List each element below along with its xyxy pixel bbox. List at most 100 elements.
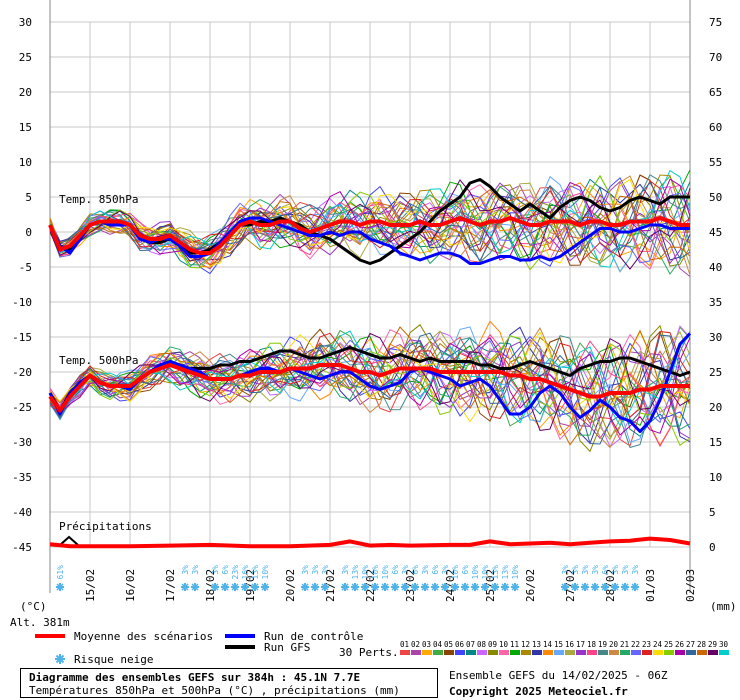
pert-legend-id: 16 — [565, 640, 575, 649]
pert-legend-swatch — [653, 650, 663, 655]
snow-risk-value: 10% — [511, 565, 520, 580]
pert-legend-id: 01 — [400, 640, 409, 649]
snow-risk-value: 3% — [211, 565, 220, 575]
left-tick-label: -5 — [19, 261, 32, 274]
pert-legend-id: 23 — [642, 640, 651, 649]
pert-legend-id: 10 — [499, 640, 509, 649]
pert-legend-swatch — [510, 650, 520, 655]
snow-risk-marker: 6% — [461, 565, 470, 591]
pert-legend-id: 24 — [653, 640, 663, 649]
t500-pert-line — [49, 332, 691, 431]
pert-legend-swatch — [532, 650, 542, 655]
snowflake-icon — [581, 583, 589, 591]
snowflake-icon — [261, 583, 269, 591]
snowflake-icon — [491, 583, 499, 591]
snowflake-icon — [311, 583, 319, 591]
snowflake-icon — [371, 583, 379, 591]
snow-risk-marker: 3% — [581, 565, 590, 591]
x-date-label: 17/02 — [164, 569, 177, 602]
left-tick-label: 0 — [25, 226, 32, 239]
snow-risk-marker: 10% — [451, 565, 460, 591]
snowflake-icon — [211, 583, 219, 591]
snowflake-icon — [591, 583, 599, 591]
snowflake-icon — [231, 583, 239, 591]
pert-legend-id: 21 — [620, 640, 629, 649]
pert-legend-id: 09 — [488, 640, 497, 649]
pert-legend-id: 03 — [422, 640, 431, 649]
x-date-label: 01/03 — [644, 569, 657, 602]
pert-legend-id: 22 — [631, 640, 640, 649]
snowflake-icon — [181, 583, 189, 591]
right-tick-label: 70 — [709, 51, 722, 64]
snow-risk-value: 6% — [601, 565, 610, 575]
precip-mean-line — [49, 536, 691, 549]
right-axis-unit: (mm) — [710, 600, 737, 613]
x-date-label: 21/02 — [324, 569, 337, 602]
snowflake-icon — [441, 583, 449, 591]
pert-legend-id: 19 — [598, 640, 607, 649]
left-tick-label: -40 — [12, 506, 32, 519]
snow-risk-value: 3% — [581, 565, 590, 575]
snow-risk-marker: 3% — [341, 565, 350, 591]
left-tick-label: -15 — [12, 331, 32, 344]
t500-pert-line — [49, 332, 691, 445]
snowflake-icon — [241, 583, 249, 591]
t850-pert-line — [49, 179, 691, 270]
right-tick-label: 20 — [709, 401, 722, 414]
snowflake-icon — [561, 583, 569, 591]
x-date-label: 20/02 — [284, 569, 297, 602]
precip-marker-icon — [59, 535, 79, 546]
run-info: Ensemble GEFS du 14/02/2025 - 06Z Copyri… — [449, 668, 668, 700]
left-tick-label: 30 — [19, 16, 32, 29]
snow-risk-marker: 13% — [491, 565, 500, 591]
pert-legend-swatch — [675, 650, 685, 655]
snowflake-icon — [421, 583, 429, 591]
right-tick-label: 50 — [709, 191, 722, 204]
snow-risk-value: 3% — [421, 565, 430, 575]
pert-legend-swatch — [686, 650, 696, 655]
snowflake-icon — [511, 583, 519, 591]
x-date-label: 26/02 — [524, 569, 537, 602]
t500-pert-line — [49, 326, 691, 445]
pert-legend-swatch — [609, 650, 619, 655]
t850-mean-line — [48, 216, 690, 255]
snow-risk-value: 10% — [451, 565, 460, 580]
left-tick-label: -45 — [12, 541, 32, 554]
snow-risk-marker: 3% — [561, 565, 570, 591]
left-tick-label: 10 — [19, 156, 32, 169]
pert-legend-id: 02 — [411, 640, 420, 649]
snow-risk-marker: 3% — [421, 565, 430, 591]
snow-risk-marker: 13% — [251, 565, 260, 591]
snow-risk-value: 3% — [181, 565, 190, 575]
snow-risk-marker: 10% — [381, 565, 390, 591]
snow-risk-value: 10% — [361, 565, 370, 580]
legend-perts-label: 30 Perts. — [339, 646, 399, 659]
snowflake-icon — [341, 583, 349, 591]
snow-risk-value: 6% — [411, 565, 420, 575]
chart-info-box: Diagramme des ensembles GEFS sur 384h : … — [20, 668, 438, 698]
right-tick-label: 25 — [709, 366, 722, 379]
pert-legend-swatch — [554, 650, 564, 655]
snow-risk-marker: 3% — [631, 565, 640, 591]
pert-legend-swatch — [400, 650, 410, 655]
pert-legend-id: 30 — [719, 640, 729, 649]
pert-legend-id: 28 — [697, 640, 707, 649]
right-tick-label: 40 — [709, 261, 722, 274]
snow-risk-value: 16% — [241, 565, 250, 580]
pert-legend-swatch — [499, 650, 509, 655]
snowflake-icon — [471, 583, 479, 591]
x-date-label: 18/02 — [204, 569, 217, 602]
snow-risk-value: 3% — [591, 565, 600, 575]
pert-legend-swatch — [543, 650, 553, 655]
left-axis-unit: (°C) — [20, 600, 47, 613]
snow-risk-value: 23% — [231, 565, 240, 580]
left-tick-label: 20 — [19, 86, 32, 99]
snowflake-icon — [301, 583, 309, 591]
pert-legend-id: 15 — [554, 640, 563, 649]
grid — [49, 0, 691, 593]
left-tick-label: -25 — [12, 401, 32, 414]
right-tick-label: 5 — [709, 506, 716, 519]
pert-legend-swatch — [433, 650, 443, 655]
right-tick-label: 10 — [709, 471, 722, 484]
left-tick-label: -35 — [12, 471, 32, 484]
